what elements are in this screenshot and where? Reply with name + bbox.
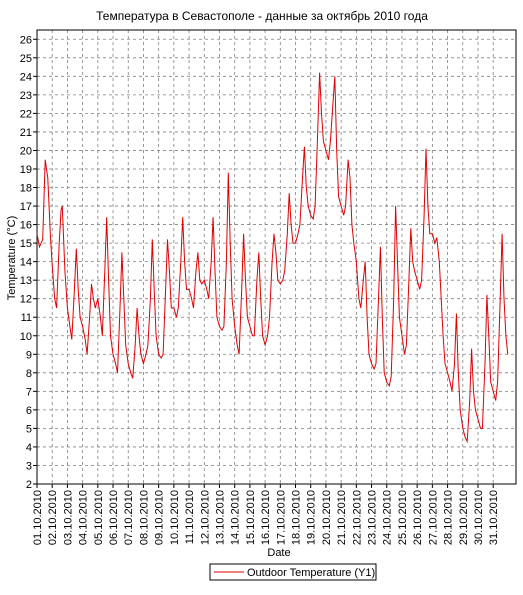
x-tick-label: 23.10.2010 — [367, 490, 379, 545]
x-tick-label: 30.10.2010 — [473, 490, 485, 545]
y-tick-label: 24 — [20, 71, 32, 83]
x-tick-label: 04.10.2010 — [78, 490, 90, 545]
x-tick-label: 11.10.2010 — [184, 490, 196, 544]
y-tick-label: 4 — [26, 442, 32, 454]
y-tick-label: 6 — [26, 405, 32, 417]
x-tick-label: 12.10.2010 — [199, 490, 211, 545]
x-tick-label: 21.10.2010 — [336, 490, 348, 545]
y-tick-label: 5 — [26, 423, 32, 435]
series-line-outdoor-temperature — [36, 72, 509, 444]
x-tick-label: 03.10.2010 — [62, 490, 74, 545]
plot-area: 2345678910111213141516171819202122232425… — [20, 29, 517, 545]
x-tick-label: 19.10.2010 — [306, 490, 318, 545]
y-tick-label: 21 — [20, 127, 32, 139]
x-tick-label: 10.10.2010 — [169, 490, 181, 545]
legend-box — [209, 563, 377, 581]
y-tick-label: 25 — [20, 53, 32, 65]
x-tick-label: 02.10.2010 — [47, 490, 59, 545]
x-tick-label: 26.10.2010 — [412, 490, 424, 545]
x-tick-label: 07.10.2010 — [123, 490, 135, 545]
x-tick-label: 01.10.2010 — [32, 490, 44, 545]
y-tick-label: 17 — [20, 201, 32, 213]
y-tick-label: 2 — [26, 479, 32, 491]
x-tick-label: 18.10.2010 — [291, 490, 303, 545]
y-tick-label: 14 — [20, 257, 32, 269]
x-tick-label: 24.10.2010 — [382, 490, 394, 545]
y-tick-label: 11 — [21, 312, 32, 324]
plot-frame — [36, 29, 517, 485]
x-tick-label: 09.10.2010 — [154, 490, 166, 545]
x-tick-label: 14.10.2010 — [230, 490, 242, 545]
x-tick-label: 05.10.2010 — [93, 490, 105, 545]
x-tick-label: 20.10.2010 — [321, 490, 333, 545]
y-tick-label: 10 — [20, 331, 32, 343]
x-tick-label: 22.10.2010 — [351, 490, 363, 545]
y-tick-label: 3 — [26, 460, 32, 472]
x-tick-label: 25.10.2010 — [397, 490, 409, 545]
y-tick-label: 15 — [20, 238, 32, 250]
legend-label: Outdoor Temperature (Y1) — [247, 567, 375, 579]
x-tick-label: 31.10.2010 — [488, 490, 500, 545]
x-tick-label: 29.10.2010 — [458, 490, 470, 545]
legend: Outdoor Temperature (Y1) — [209, 563, 377, 581]
x-tick-label: 28.10.2010 — [443, 490, 455, 545]
y-tick-label: 22 — [20, 108, 32, 120]
chart-title: Температура в Севастополе - данные за ок… — [96, 9, 428, 23]
y-tick-label: 16 — [20, 220, 32, 232]
x-tick-label: 06.10.2010 — [108, 490, 120, 545]
y-tick-label: 8 — [26, 368, 32, 380]
y-tick-label: 23 — [20, 90, 32, 102]
x-tick-label: 16.10.2010 — [260, 490, 272, 545]
y-tick-label: 19 — [20, 164, 32, 176]
y-tick-label: 18 — [20, 183, 32, 195]
x-tick-label: 17.10.2010 — [275, 490, 287, 545]
x-tick-label: 13.10.2010 — [214, 490, 226, 545]
y-tick-label: 9 — [26, 349, 32, 361]
y-tick-label: 26 — [20, 34, 32, 46]
y-tick-label: 13 — [20, 275, 32, 287]
x-tick-label: 08.10.2010 — [138, 490, 150, 545]
y-tick-label: 7 — [26, 386, 32, 398]
x-tick-label: 15.10.2010 — [245, 490, 257, 545]
y-axis-label: Temperature (°C) — [6, 216, 18, 300]
y-tick-label: 20 — [20, 145, 32, 157]
x-tick-label: 27.10.2010 — [427, 490, 439, 545]
x-axis-label: Date — [267, 547, 290, 559]
y-tick-label: 12 — [20, 294, 32, 306]
